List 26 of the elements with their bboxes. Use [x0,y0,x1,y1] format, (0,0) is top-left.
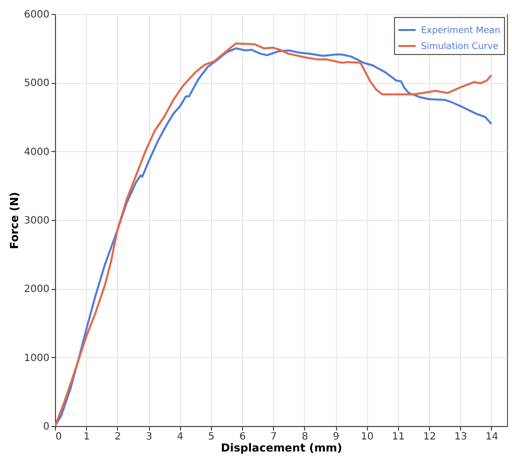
x-tick-label: 10 [360,432,374,442]
x-tick-label: 8 [302,432,308,442]
x-tick-label: 9 [332,432,340,442]
x-tick-label: 1 [83,432,90,442]
x-tick-label: 6 [239,432,246,442]
y-tick-label: 3000 [24,216,50,226]
x-tick-label: 4 [177,432,184,442]
x-tick-label: 3 [146,432,152,442]
x-tick-label: 13 [454,432,468,442]
legend-label: Simulation Curve [421,42,499,52]
y-tick-label: 0 [43,422,50,432]
x-tick-label: 0 [56,432,62,442]
x-tick-label: 11 [392,432,405,442]
y-tick-label: 5000 [24,78,50,90]
x-tick-label: 2 [114,432,122,442]
y-tick-label: 6000 [24,10,50,20]
x-tick-label: 14 [486,432,498,442]
y-axis-title: Force (N) [8,192,22,250]
y-tick-label: 2000 [24,284,50,296]
x-tick-label: 12 [423,432,436,442]
x-tick-label: 5 [208,432,215,442]
y-tick-label: 4000 [24,146,50,158]
x-tick-label: 7 [270,432,277,442]
y-tick-label: 1000 [24,352,50,364]
legend-label: Experiment Mean [421,26,500,36]
x-axis-title: Displacement (mm) [220,442,342,454]
